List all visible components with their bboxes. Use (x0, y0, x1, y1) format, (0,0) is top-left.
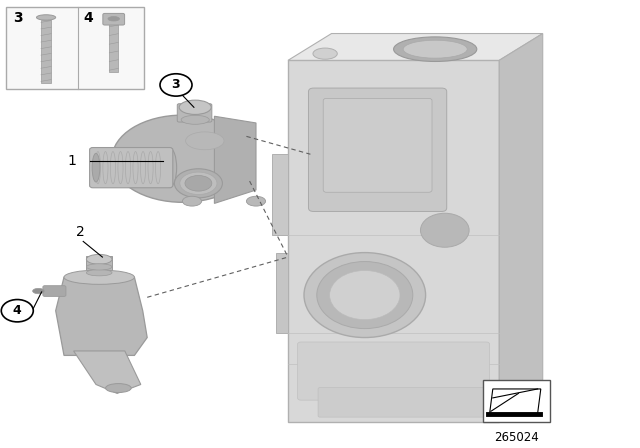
Polygon shape (214, 116, 256, 203)
Text: 4: 4 (83, 11, 93, 25)
Text: 2: 2 (76, 225, 84, 239)
Circle shape (1, 300, 33, 322)
Polygon shape (56, 277, 147, 355)
Polygon shape (288, 34, 543, 60)
Text: 265024: 265024 (495, 431, 539, 444)
Ellipse shape (185, 176, 212, 191)
Polygon shape (272, 154, 288, 235)
Ellipse shape (163, 148, 177, 187)
Ellipse shape (246, 196, 266, 206)
Text: 1: 1 (68, 154, 77, 168)
Ellipse shape (313, 48, 337, 59)
Circle shape (304, 253, 426, 337)
Ellipse shape (186, 132, 224, 150)
FancyBboxPatch shape (298, 342, 490, 400)
Ellipse shape (179, 100, 211, 114)
Polygon shape (490, 389, 541, 414)
Ellipse shape (182, 196, 202, 206)
Ellipse shape (180, 172, 217, 194)
FancyBboxPatch shape (41, 20, 51, 83)
Ellipse shape (92, 153, 100, 182)
Ellipse shape (86, 270, 112, 276)
FancyBboxPatch shape (43, 286, 66, 297)
Polygon shape (74, 351, 141, 393)
FancyBboxPatch shape (103, 13, 125, 25)
Ellipse shape (64, 270, 134, 284)
Text: 4: 4 (13, 304, 22, 317)
Text: 3: 3 (13, 11, 22, 25)
Ellipse shape (112, 115, 253, 202)
FancyBboxPatch shape (86, 256, 112, 277)
Ellipse shape (181, 115, 209, 124)
Ellipse shape (403, 40, 467, 58)
Ellipse shape (86, 264, 112, 270)
Ellipse shape (86, 254, 112, 264)
Circle shape (330, 271, 400, 320)
Text: 3: 3 (172, 78, 180, 91)
FancyBboxPatch shape (90, 147, 173, 188)
Ellipse shape (108, 17, 120, 21)
FancyBboxPatch shape (177, 104, 212, 122)
Ellipse shape (394, 37, 477, 61)
FancyBboxPatch shape (288, 60, 499, 422)
Ellipse shape (175, 169, 223, 198)
FancyBboxPatch shape (483, 380, 550, 422)
Polygon shape (499, 34, 543, 422)
Ellipse shape (36, 15, 56, 20)
FancyBboxPatch shape (318, 388, 501, 417)
Ellipse shape (33, 289, 44, 294)
Polygon shape (276, 253, 288, 333)
Ellipse shape (106, 383, 131, 392)
Circle shape (420, 213, 469, 247)
FancyBboxPatch shape (6, 7, 144, 90)
Circle shape (160, 74, 192, 96)
FancyBboxPatch shape (308, 88, 447, 211)
Circle shape (317, 262, 413, 328)
FancyBboxPatch shape (109, 24, 118, 72)
FancyBboxPatch shape (323, 99, 432, 192)
